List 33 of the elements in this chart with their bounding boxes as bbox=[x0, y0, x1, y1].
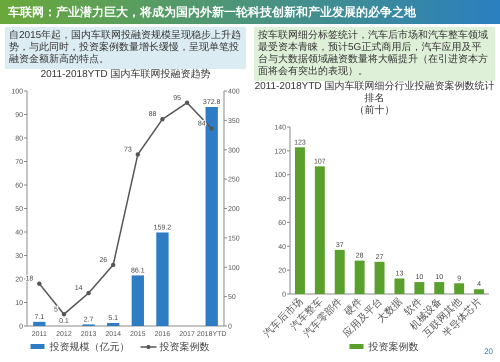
text: 车联网：产业潜力巨大，将成为国内外新一轮科技创新和产业发展的必争之地 bbox=[0, 0, 500, 24]
point bbox=[110, 262, 116, 268]
bar bbox=[394, 278, 404, 294]
legend-label: 投资规模（亿元） bbox=[48, 341, 130, 353]
bar bbox=[414, 282, 424, 294]
point bbox=[62, 312, 66, 316]
point bbox=[86, 290, 91, 296]
bar bbox=[156, 232, 169, 326]
chart-subtitle: 自2015年起，国内车联网投融资规模呈现稳步上升趋势，与此同时，投资案例数量增长缓慢，呈现单笔投融资金额新高的特点。 bbox=[5, 27, 246, 69]
bar bbox=[434, 282, 444, 294]
chart-title: 2011-2018YTD 国内车联网投融资趋势 bbox=[40, 69, 212, 81]
point bbox=[136, 152, 140, 157]
chart-subtitle: 按车联网细分标签统计，汽车后市场和汽车整车领域最受资本青睐，预计5G正式商用后，汽车应用及平台与大数据领域融资数量将大幅提升（在引进资本方面将会有突出的表现）。 bbox=[254, 27, 495, 81]
legend-label: 投资案例数 bbox=[368, 341, 418, 353]
bar bbox=[374, 262, 385, 294]
point bbox=[160, 117, 165, 122]
bar bbox=[107, 323, 120, 326]
chart-title: 2011-2018YTD 国内车联网细分行业投融资案例数统计排名 bbox=[254, 81, 495, 104]
point bbox=[209, 126, 214, 131]
bar bbox=[294, 147, 305, 294]
bar bbox=[132, 275, 144, 326]
text: （前十） bbox=[354, 105, 396, 117]
bar bbox=[206, 106, 218, 326]
legend-label: 投资案例数 bbox=[158, 341, 210, 353]
text: 20 bbox=[484, 347, 494, 356]
bar bbox=[33, 322, 46, 326]
bar bbox=[314, 166, 325, 294]
bar bbox=[474, 289, 484, 294]
point bbox=[37, 282, 42, 286]
bar bbox=[354, 260, 365, 294]
bar bbox=[334, 250, 345, 294]
bar bbox=[454, 283, 464, 294]
point bbox=[184, 100, 190, 105]
